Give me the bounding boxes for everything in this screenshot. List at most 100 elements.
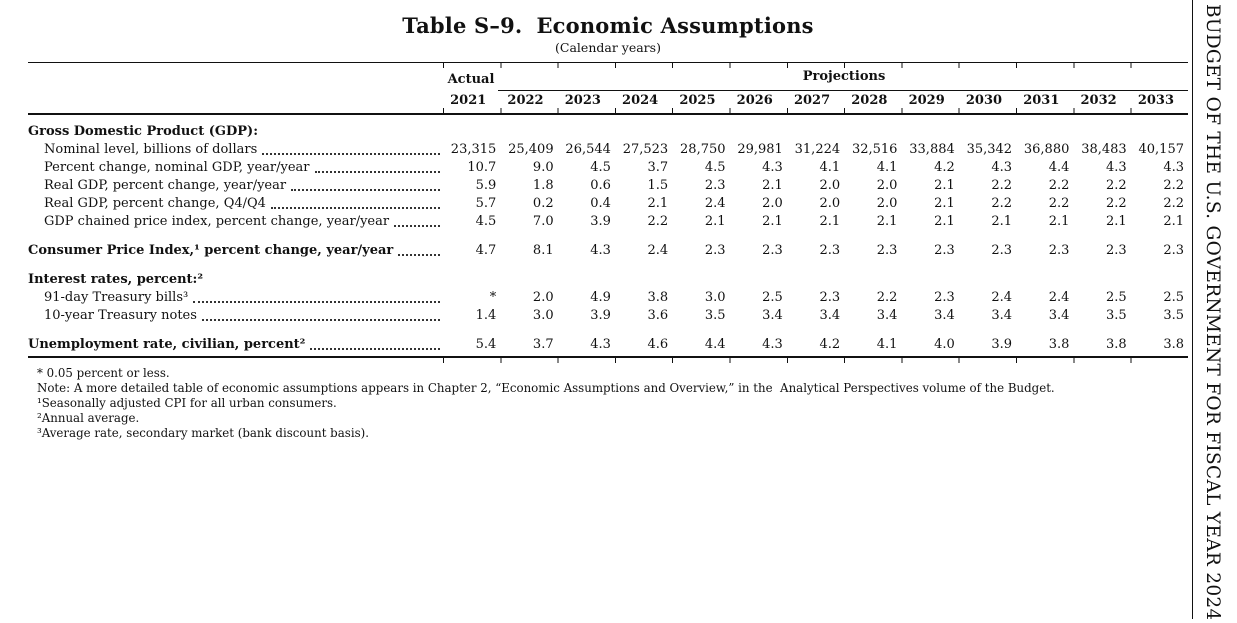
value-cell: 2.4 bbox=[991, 290, 1013, 305]
banner-text: BUDGET OF THE U.S. GOVERNMENT FOR FISCAL… bbox=[1202, 4, 1223, 619]
value-cell: 2.2 bbox=[1163, 196, 1184, 211]
table-page: Table S–9. Economic Assumptions (Calendar… bbox=[28, 0, 1188, 441]
value-cell: 40,157 bbox=[1138, 142, 1185, 157]
col-header-projections: Projections bbox=[802, 69, 886, 84]
value-cell bbox=[500, 123, 557, 141]
value-cell: 0.2 bbox=[532, 196, 554, 211]
row-label: Real GDP, percent change, Q4/Q4 bbox=[28, 195, 443, 213]
table-title: Table S–9. Economic Assumptions bbox=[28, 13, 1188, 38]
value-cell: 2.1 bbox=[704, 214, 726, 229]
column-ticks-mid bbox=[443, 108, 1188, 113]
value-cell bbox=[558, 123, 615, 141]
value-cell: 2.2 bbox=[647, 214, 669, 229]
value-cell: 4.2 bbox=[934, 160, 955, 175]
value-cell: 5.7 bbox=[475, 196, 497, 211]
value-cell: 4.3 bbox=[590, 337, 611, 352]
value-cell: 4.3 bbox=[762, 337, 783, 352]
dotted-leader bbox=[201, 307, 440, 321]
year-headers: 2021 2022 2023 2024 2025 2026 2027 2028 2029 2030… bbox=[443, 93, 1188, 109]
table-header: Actual Projections 2021 2022 2023 2024 2025 2… bbox=[28, 62, 1188, 115]
value-cell: 2.2 bbox=[1106, 196, 1127, 211]
row-label-text: Nominal level, billions of dollars bbox=[44, 142, 258, 157]
table-subtitle: (Calendar years) bbox=[555, 40, 661, 55]
dotted-leader bbox=[262, 141, 440, 155]
value-cell: 2.1 bbox=[991, 214, 1013, 229]
col-header-year: 2031 bbox=[1023, 93, 1060, 108]
dotted-leader bbox=[314, 159, 440, 173]
value-cell bbox=[672, 123, 729, 141]
value-cell bbox=[443, 271, 500, 289]
value-cell bbox=[959, 271, 1016, 289]
value-cell: 4.5 bbox=[590, 160, 611, 175]
page-edge-banner: BUDGET OF THE U.S. GOVERNMENT FOR FISCAL… bbox=[1192, 0, 1237, 619]
col-header-year: 2026 bbox=[736, 93, 773, 108]
value-cell: 4.3 bbox=[762, 160, 783, 175]
row-label: Nominal level, billions of dollars bbox=[28, 141, 443, 159]
value-cell: 3.4 bbox=[762, 308, 783, 323]
row-label: Gross Domestic Product (GDP): bbox=[28, 123, 443, 141]
table-number: Table S–9. bbox=[402, 13, 523, 38]
col-header-year: 2023 bbox=[564, 93, 601, 108]
value-cell: 2.3 bbox=[1163, 243, 1184, 258]
value-cell bbox=[1016, 271, 1073, 289]
value-cell: 33,884 bbox=[909, 142, 955, 157]
value-cell: 9.0 bbox=[532, 160, 554, 175]
value-cell: 27,523 bbox=[622, 142, 669, 157]
value-cell bbox=[443, 123, 500, 141]
row-label-text: GDP chained price index, percent change,… bbox=[44, 214, 390, 229]
row-label-text: Interest rates, percent:² bbox=[28, 272, 204, 287]
value-cell: 4.1 bbox=[876, 337, 898, 352]
value-cell: 31,224 bbox=[794, 142, 841, 157]
value-cell: 4.1 bbox=[876, 160, 898, 175]
value-cell bbox=[730, 271, 787, 289]
value-cell: 3.8 bbox=[1106, 337, 1127, 352]
col-header-year: 2032 bbox=[1080, 93, 1117, 108]
col-header-actual-year: 2021 bbox=[450, 93, 487, 108]
value-cell: 2.2 bbox=[991, 178, 1013, 193]
value-cell: 2.3 bbox=[762, 243, 783, 258]
table-row: Real GDP, percent change, year/year 5.9 1.… bbox=[28, 177, 1188, 195]
value-cell bbox=[615, 123, 672, 141]
value-cell: 28,750 bbox=[680, 142, 726, 157]
value-cell bbox=[615, 271, 672, 289]
value-cell: 2.1 bbox=[762, 178, 783, 193]
value-cell: 2.3 bbox=[934, 290, 955, 305]
value-cell: 3.7 bbox=[532, 337, 554, 352]
dotted-leader bbox=[193, 289, 440, 303]
value-cell bbox=[1073, 271, 1130, 289]
value-cell: 23,315 bbox=[450, 142, 497, 157]
value-cell bbox=[844, 271, 901, 289]
value-cell: 4.4 bbox=[704, 337, 726, 352]
value-cell bbox=[1131, 123, 1188, 141]
value-cell: 2.4 bbox=[647, 243, 669, 258]
footnote: ¹Seasonally adjusted CPI for all urban c… bbox=[37, 396, 337, 410]
value-cell: 4.4 bbox=[1048, 160, 1070, 175]
value-cell: 1.8 bbox=[532, 178, 554, 193]
row-label-text: Real GDP, percent change, year/year bbox=[44, 178, 287, 193]
value-cell: 4.3 bbox=[1163, 160, 1184, 175]
table-row: Percent change, nominal GDP, year/year 10… bbox=[28, 159, 1188, 177]
dotted-leader bbox=[270, 195, 440, 209]
value-cell: 3.5 bbox=[1106, 308, 1127, 323]
value-cell: 2.1 bbox=[934, 196, 955, 211]
value-cell: 2.3 bbox=[704, 178, 726, 193]
row-label-text: Consumer Price Index,¹ percent change, y… bbox=[28, 243, 394, 258]
value-cell: 3.8 bbox=[1048, 337, 1070, 352]
value-cell bbox=[558, 271, 615, 289]
table-row: GDP chained price index, percent change,… bbox=[28, 213, 1188, 231]
value-cell: 3.8 bbox=[1163, 337, 1184, 352]
value-cell: 3.9 bbox=[590, 308, 611, 323]
value-cell bbox=[844, 123, 901, 141]
value-cell: 2.3 bbox=[1048, 243, 1070, 258]
value-cell: 1.4 bbox=[475, 308, 497, 323]
value-cell bbox=[1073, 123, 1130, 141]
value-cell: 2.2 bbox=[1106, 178, 1127, 193]
value-cell: 2.1 bbox=[934, 214, 955, 229]
row-label: Percent change, nominal GDP, year/year bbox=[28, 159, 443, 177]
table-row: Real GDP, percent change, Q4/Q4 5.7 0.2 0.4… bbox=[28, 195, 1188, 213]
value-cell: 2.2 bbox=[1163, 178, 1184, 193]
row-label-text: 91-day Treasury bills³ bbox=[44, 290, 189, 305]
table-row: Gross Domestic Product (GDP): bbox=[28, 123, 1188, 141]
col-header-year: 2028 bbox=[851, 93, 888, 108]
value-cell bbox=[901, 271, 958, 289]
